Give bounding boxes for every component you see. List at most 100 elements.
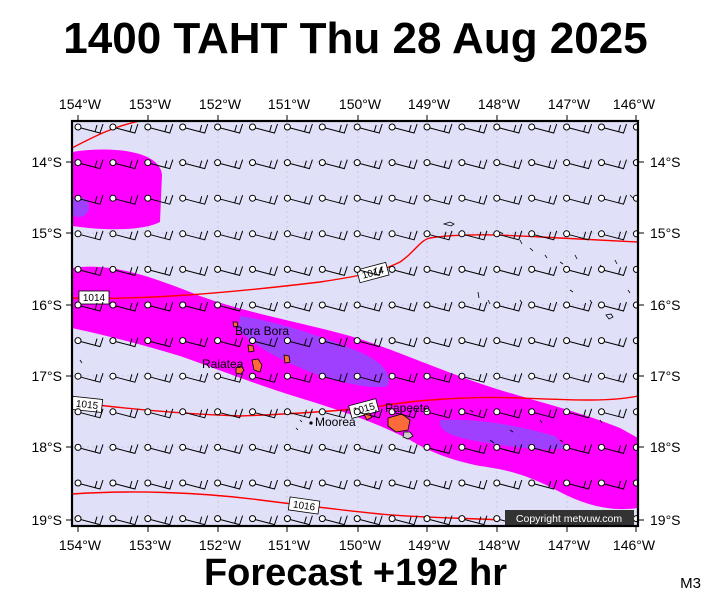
wind-barb [388,372,418,383]
lat-label-left-16: 16°S [31,297,62,313]
wind-barb [144,337,174,348]
wind-barb [388,159,418,170]
lon-label-bottom-151: 151°W [268,537,311,553]
wind-barb [493,372,523,383]
wind-barb [528,372,558,383]
lon-label-bottom-147: 147°W [548,537,591,553]
wind-barb [214,443,244,455]
wind-barb [144,515,174,526]
wind-barb [632,443,638,451]
wind-barb [493,194,523,205]
wind-barb [528,337,558,348]
lon-label-bottom-148: 148°W [478,537,521,553]
wind-barb [109,408,139,419]
place-marker-moorea [309,421,313,425]
wind-barb [353,159,383,170]
wind-barb [598,372,627,383]
wind-barb [318,265,348,277]
wind-barb [179,230,209,241]
wind-barb [74,479,104,490]
forecast-label: Forecast +192 hr [203,552,508,594]
wind-barb [74,372,104,383]
wind-barb [283,123,313,134]
wind-barb [249,194,278,205]
wind-barb [318,515,348,526]
wind-barb [74,194,104,205]
wind-barb [179,301,209,312]
wind-barb [109,443,139,455]
wind-barb [283,159,313,170]
wind-barb [283,265,313,277]
wind-barb [493,230,523,241]
wind-barb [144,123,174,134]
wind-barb [458,372,488,383]
wind-barb [109,372,139,383]
wind-barb [458,515,488,526]
lat-label-left-15: 15°S [31,225,62,241]
wind-barb [318,159,348,170]
wind-barb [214,372,244,383]
wind-barb [179,515,209,526]
wind-barb [179,337,209,348]
wind-barb [563,301,593,312]
wind-barb [632,159,638,167]
wind-barb [249,159,278,170]
wind-barb [353,265,383,277]
wind-barb [214,230,244,241]
wind-barb [249,515,278,526]
wind-barb [528,230,558,241]
wind-barb [528,408,558,419]
wind-barb [563,230,593,241]
wind-barb [388,123,418,134]
wind-barb [563,265,593,277]
wind-barb [318,230,348,241]
isobar-label-1014-west: 1014 [78,290,110,305]
wind-barb [144,479,174,490]
wind-barb [353,301,383,312]
lon-label-bottom-154: 154°W [59,537,102,553]
lon-label-top-148: 148°W [478,96,521,112]
wind-barb [249,265,278,277]
wind-barb [179,265,209,277]
isobar-labels: 1014 1014 1015 1015 1016 [72,261,390,515]
wind-barb [388,408,418,419]
wind-barb [632,479,638,487]
wind-barb [179,479,209,490]
wind-barb [493,265,523,277]
wind-barb [74,159,104,170]
lon-label-top-154: 154°W [59,96,102,112]
wind-barb [493,123,523,134]
wind-barb [598,230,627,241]
wind-barb [214,479,244,490]
wind-barb [458,443,488,455]
wind-barb [249,372,278,383]
wind-barb [74,230,104,241]
wind-barb [423,265,453,277]
wind-barb [353,230,383,241]
wind-barb [493,337,523,348]
wind-barb [423,372,453,383]
lat-label-right-14: 14°S [650,154,681,170]
wind-barb [144,265,174,277]
wind-barb [74,265,104,277]
lat-label-left-14: 14°S [31,154,62,170]
place-label-raiatea: Raiatea [202,357,244,371]
wind-barb [144,301,174,312]
wind-barb [249,337,278,348]
wind-barb [528,159,558,170]
wind-barb [318,123,348,134]
wind-barb [109,515,139,526]
wind-barb [283,443,313,455]
copyright-box: Copyright metvuw.com [505,510,634,526]
wind-barb [318,337,348,348]
wind-barb [144,372,174,383]
wind-barb [528,443,558,455]
lon-label-top-153: 153°W [129,96,172,112]
map-title: 1400 TAHT Thu 28 Aug 2025 [63,14,648,63]
wind-barb [74,337,104,348]
wind-barb [528,265,558,277]
axis-ticks [66,115,644,532]
wind-barb [598,159,627,170]
wind-barb [353,515,383,526]
